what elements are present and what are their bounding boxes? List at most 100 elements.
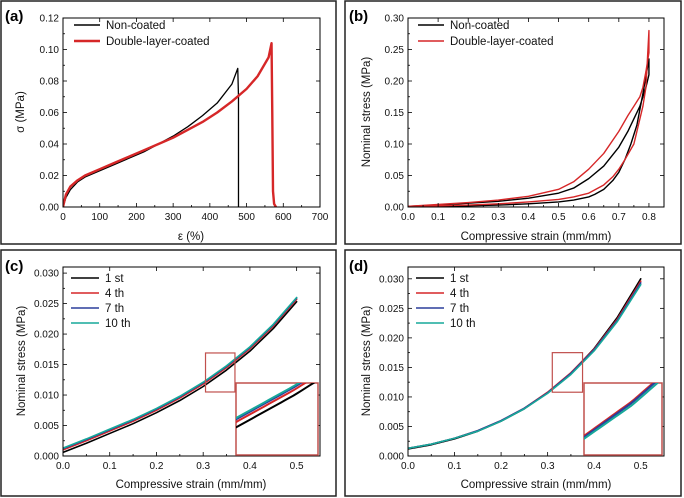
x-axis-label-c: Compressive strain (mm/mm) bbox=[116, 479, 267, 491]
x-tick-label-b: 0.1 bbox=[431, 212, 445, 223]
panel-d-label: (d) bbox=[349, 258, 368, 275]
x-tick-label-a: 700 bbox=[312, 212, 329, 223]
inset-series-line-d-3 bbox=[584, 383, 660, 440]
y-tick-label-c: 0.000 bbox=[34, 452, 59, 463]
series-line-c-3 bbox=[63, 296, 298, 449]
y-tick-label-d: 0.015 bbox=[379, 363, 404, 374]
panel-c-label: (c) bbox=[5, 258, 23, 275]
series-line-c-1 bbox=[63, 298, 298, 451]
legend-label: 1 st bbox=[450, 273, 469, 285]
series-line-c-0 bbox=[63, 300, 298, 454]
x-tick-label-a: 500 bbox=[238, 212, 255, 223]
x-tick-label-d: 0.2 bbox=[494, 461, 508, 472]
y-tick-label-a: 0.02 bbox=[40, 171, 60, 182]
y-tick-label-b: 0.30 bbox=[385, 14, 405, 25]
y-tick-label-a: 0.08 bbox=[40, 77, 60, 88]
legend-label: 4 th bbox=[450, 288, 469, 300]
zoom-box-c bbox=[204, 352, 236, 393]
x-tick-label-a: 0 bbox=[60, 212, 66, 223]
inset-series-line-c-0 bbox=[236, 383, 316, 429]
y-tick-label-b: 0.15 bbox=[385, 108, 405, 119]
y-tick-label-a: 0.00 bbox=[40, 203, 60, 214]
x-tick-label-b: 0.4 bbox=[522, 212, 536, 223]
panel-b: (b) 0.0 0.1 0.2 0.3 0.4 0.5 0.6 0.7 0.80.000.050… bbox=[344, 0, 682, 245]
legend-label: 7 th bbox=[105, 303, 124, 315]
y-axis-label-b: Nominal stress (MPa) bbox=[361, 57, 373, 168]
y-tick-label-a: 0.10 bbox=[40, 45, 60, 56]
plot-area-d bbox=[407, 266, 665, 457]
legend-label: 10 th bbox=[450, 318, 476, 330]
plot-area-c bbox=[62, 266, 321, 457]
y-tick-label-c: 0.005 bbox=[34, 421, 59, 432]
inset-box-c bbox=[235, 382, 319, 456]
x-tick-label-c: 0.0 bbox=[56, 461, 70, 472]
y-tick-label-b: 0.10 bbox=[385, 140, 405, 151]
legend-label: Double-layer-coated bbox=[106, 36, 210, 48]
legend-label: 4 th bbox=[105, 288, 124, 300]
legend-label: 1 st bbox=[105, 273, 124, 285]
x-tick-label-c: 0.2 bbox=[150, 461, 164, 472]
y-tick-label-d: 0.025 bbox=[379, 304, 404, 315]
inset-box-d bbox=[583, 382, 663, 456]
legend-d: 1 st 4 th 7 th 10 th bbox=[416, 273, 476, 330]
panel-a-label: (a) bbox=[5, 8, 23, 25]
panel-b-label: (b) bbox=[349, 8, 368, 25]
x-tick-label-d: 0.5 bbox=[634, 461, 648, 472]
y-tick-label-d: 0.000 bbox=[379, 452, 404, 463]
x-tick-label-a: 400 bbox=[202, 212, 219, 223]
x-tick-label-b: 0.2 bbox=[461, 212, 475, 223]
panel-b-plot: 0.0 0.1 0.2 0.3 0.4 0.5 0.6 0.7 0.8 0.00 0.05 0.10 0… bbox=[361, 14, 665, 243]
y-tick-label-c: 0.025 bbox=[34, 299, 59, 310]
x-tick-label-b: 0.6 bbox=[582, 212, 596, 223]
y-tick-label-d: 0.005 bbox=[379, 422, 404, 433]
y-tick-label-c: 0.020 bbox=[34, 330, 59, 341]
x-axis-label-b: Compressive strain (mm/mm) bbox=[461, 231, 612, 243]
panel-a-frame bbox=[0, 0, 337, 245]
y-tick-label-d: 0.010 bbox=[379, 392, 404, 403]
x-tick-label-c: 0.3 bbox=[196, 461, 210, 472]
x-axis-label-d: Compressive strain (mm/mm) bbox=[461, 479, 612, 491]
x-tick-label-c: 0.5 bbox=[290, 461, 304, 472]
legend-b: Non-coated Double-layer-coated bbox=[418, 20, 554, 48]
inset-series-line-c-3 bbox=[236, 383, 301, 420]
x-tick-label-d: 0.1 bbox=[448, 461, 462, 472]
panel-c-plot: 0.0 0.1 0.2 0.3 0.4 0.5 0.000 0.005 0.010 0.015 0.… bbox=[16, 266, 321, 491]
panel-a-plot: 0 100 200 300 400 500 600 700 0.00 0.02 0.04 0.06 0.… bbox=[15, 14, 329, 244]
x-tick-label-d: 0.3 bbox=[541, 461, 555, 472]
panel-c-frame bbox=[0, 249, 337, 497]
x-tick-label-c: 0.4 bbox=[243, 461, 257, 472]
series-line-a-1 bbox=[63, 42, 278, 207]
y-tick-label-a: 0.06 bbox=[40, 108, 60, 119]
y-tick-label-b: 0.05 bbox=[385, 171, 405, 182]
y-tick-label-a: 0.12 bbox=[40, 14, 60, 25]
legend-label: Double-layer-coated bbox=[450, 36, 554, 48]
legend-c: 1 st 4 th 7 th 10 th bbox=[71, 273, 131, 330]
panel-d-plot: 0.0 0.1 0.2 0.3 0.4 0.5 0.000 0.005 0.010 0.015 0.… bbox=[361, 266, 665, 491]
panel-d-frame bbox=[344, 249, 682, 497]
y-tick-label-b: 0.00 bbox=[385, 203, 405, 214]
panel-c: (c) 0.0 0.1 0.2 0.3 0.4 0.50.0000.0050.0100.0… bbox=[0, 249, 337, 497]
legend-label: 7 th bbox=[450, 303, 469, 315]
x-tick-label-a: 300 bbox=[165, 212, 182, 223]
y-tick-label-c: 0.010 bbox=[34, 391, 59, 402]
y-axis-label-c: Nominal stress (MPa) bbox=[16, 306, 28, 417]
y-axis-label-a: σ (MPa) bbox=[15, 91, 27, 133]
legend-label: Non-coated bbox=[106, 20, 165, 32]
legend-label: 10 th bbox=[105, 318, 131, 330]
x-tick-label-b: 0.5 bbox=[552, 212, 566, 223]
series-line-b-0 bbox=[408, 58, 650, 207]
x-tick-label-c: 0.1 bbox=[103, 461, 117, 472]
x-tick-label-d: 0.4 bbox=[587, 461, 601, 472]
x-tick-label-b: 0.0 bbox=[401, 212, 415, 223]
legend-label: Non-coated bbox=[450, 20, 509, 32]
x-tick-label-a: 100 bbox=[91, 212, 108, 223]
inset-series-line-d-2 bbox=[584, 383, 657, 439]
y-tick-label-b: 0.20 bbox=[385, 77, 405, 88]
y-tick-label-c: 0.015 bbox=[34, 360, 59, 371]
inset-series-line-c-1 bbox=[236, 383, 307, 424]
y-tick-label-b: 0.25 bbox=[385, 45, 405, 56]
x-tick-label-b: 0.7 bbox=[612, 212, 626, 223]
y-tick-label-a: 0.04 bbox=[40, 140, 60, 151]
x-tick-label-a: 200 bbox=[128, 212, 145, 223]
